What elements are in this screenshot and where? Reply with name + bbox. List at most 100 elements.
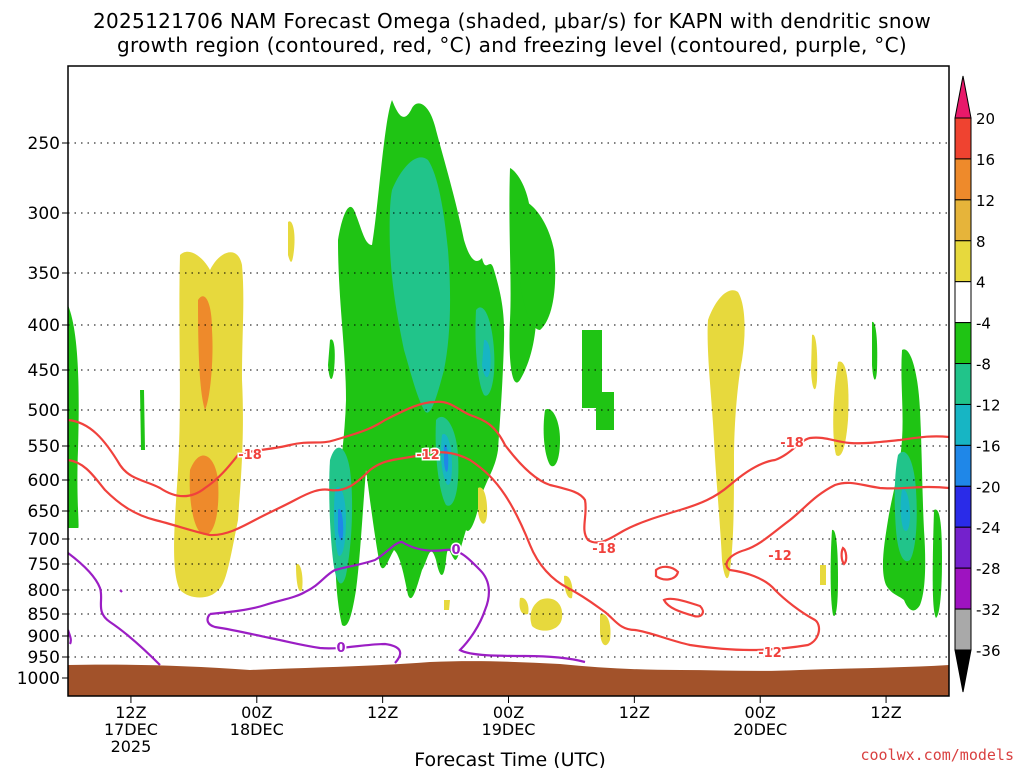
colorbar-label: -8: [976, 356, 991, 374]
colorbar-label: 12: [976, 192, 995, 210]
omega-region: [444, 600, 450, 610]
contour-label: 0: [336, 641, 345, 656]
x-tick-label: 12Z: [870, 703, 901, 722]
y-tick-label: 1000: [17, 669, 60, 689]
omega-region: [68, 305, 79, 529]
omega-region: [518, 199, 556, 330]
omega-region: [174, 251, 244, 598]
y-tick-label: 300: [28, 204, 60, 224]
omega-region: [482, 339, 491, 378]
colorbar-segment: [954, 363, 972, 405]
contour-freezing-level: [206, 613, 402, 664]
x-tick-label: 20DEC: [733, 720, 787, 739]
x-tick-label: 17DEC: [104, 720, 158, 739]
colorbar-segment: [954, 608, 972, 651]
y-tick-label: 800: [28, 581, 60, 601]
colorbar-label: -4: [976, 315, 991, 333]
omega-region: [600, 613, 611, 646]
omega-region: [830, 529, 838, 616]
contour-freezing-level: [209, 540, 586, 664]
y-tick-label: 450: [28, 361, 60, 381]
chart-title-line-2: growth region (contoured, red, °C) and f…: [117, 33, 907, 57]
omega-region: [543, 409, 560, 467]
contour-labels: -18 -12 -18 -12 -18 -12 0 0: [237, 435, 806, 663]
contour-freezing-level: [68, 552, 161, 666]
contour-minus12-island: [840, 546, 848, 566]
colorbar-segment: [954, 281, 972, 324]
contour-minus18: [68, 400, 949, 544]
omega-region: [198, 296, 213, 410]
contour-minus12-island: [662, 597, 704, 618]
colorbar: 20 16 12 8 4 -4 -8 -12 -16 -20 -24 -28 -32 -36: [954, 75, 1001, 693]
colorbar-label: 20: [976, 110, 995, 128]
colorbar-bottom-arrow: [954, 649, 972, 693]
colorbar-label: -24: [976, 519, 1001, 537]
colorbar-label: -28: [976, 560, 1001, 578]
x-tick-label: 12Z: [367, 703, 398, 722]
omega-region: [582, 330, 602, 408]
chart-title-line-1: 2025121706 NAM Forecast Omega (shaded, μ…: [92, 9, 932, 33]
y-tick-label: 950: [28, 648, 60, 668]
colorbar-segment: [954, 199, 972, 242]
omega-region: [811, 334, 818, 390]
omega-region: [296, 564, 303, 592]
omega-region: [596, 392, 614, 430]
colorbar-label: -20: [976, 478, 1001, 496]
contour-label: 0: [451, 543, 460, 558]
omega-region: [530, 598, 563, 631]
x-tick-label: 00Z: [241, 703, 272, 722]
omega-region: [338, 509, 344, 541]
colorbar-segment: [954, 158, 972, 201]
omega-region: [820, 565, 826, 585]
x-axis-label: Forecast Time (UTC): [414, 749, 605, 768]
colorbar-label: 4: [976, 274, 986, 292]
y-tick-label: 750: [28, 555, 60, 575]
x-tick-label: 2025: [111, 737, 152, 756]
contour-label: -18: [780, 436, 804, 451]
contour-label: -18: [592, 542, 616, 557]
omega-region: [900, 489, 910, 532]
colorbar-label: -36: [976, 642, 1001, 660]
contour-label: -12: [758, 646, 782, 661]
omega-region: [478, 487, 488, 524]
contour-minus12-island: [654, 565, 680, 581]
contour-freezing-level: [119, 589, 123, 593]
omega-region: [519, 597, 529, 615]
colorbar-segment: [954, 403, 972, 446]
omega-region: [140, 390, 145, 450]
colorbar-label: -32: [976, 601, 1001, 619]
omega-region: [389, 157, 451, 413]
x-tick-label: 00Z: [493, 703, 524, 722]
colorbar-segment: [954, 322, 972, 365]
colorbar-top-arrow: [954, 75, 972, 119]
surface-terrain: [68, 661, 949, 696]
y-tick-label: 350: [28, 264, 60, 284]
colorbar-label: -16: [976, 437, 1001, 455]
colorbar-label: 16: [976, 151, 995, 169]
x-tick-label: 00Z: [745, 703, 776, 722]
x-tick-label: 12Z: [115, 703, 146, 722]
y-tick-label: 250: [28, 134, 60, 154]
y-tick-label: 850: [28, 605, 60, 625]
omega-region: [872, 321, 878, 380]
y-tick-label: 600: [28, 471, 60, 491]
omega-region: [444, 444, 449, 472]
pressure-axis: 2503003504004505005506006507007508008509…: [17, 134, 68, 689]
omega-region: [288, 221, 295, 262]
x-tick-label: 19DEC: [482, 720, 536, 739]
colorbar-segment: [954, 567, 972, 610]
x-tick-label: 12Z: [619, 703, 650, 722]
omega-region: [189, 455, 219, 535]
contour-minus12: [68, 451, 949, 652]
y-tick-label: 900: [28, 627, 60, 647]
omega-region: [707, 290, 745, 579]
colorbar-segment: [954, 117, 972, 160]
omega-region: [328, 339, 335, 380]
contour-label: -12: [416, 448, 440, 463]
colorbar-segment: [954, 485, 972, 528]
y-tick-label: 500: [28, 401, 60, 421]
colorbar-segment: [954, 444, 972, 487]
colorbar-label: 8: [976, 233, 986, 251]
